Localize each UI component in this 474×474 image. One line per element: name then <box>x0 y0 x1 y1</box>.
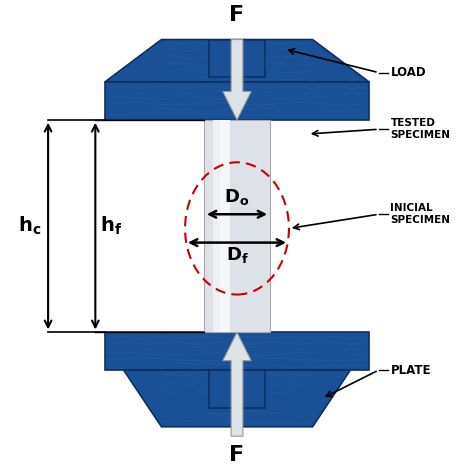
FancyArrow shape <box>223 332 251 436</box>
Circle shape <box>259 399 276 415</box>
Circle shape <box>281 347 298 365</box>
Circle shape <box>281 97 298 114</box>
Bar <box>105 332 369 370</box>
Circle shape <box>198 48 215 65</box>
Bar <box>105 82 369 120</box>
Text: $\mathbf{h_c}$: $\mathbf{h_c}$ <box>18 215 41 237</box>
FancyArrow shape <box>223 39 251 120</box>
Polygon shape <box>105 39 369 82</box>
Text: TESTED
SPECIMEN: TESTED SPECIMEN <box>391 118 450 140</box>
Text: F: F <box>229 5 245 26</box>
Text: $\mathbf{D_f}$: $\mathbf{D_f}$ <box>226 245 248 265</box>
Bar <box>220 120 230 332</box>
Text: LOAD: LOAD <box>391 66 426 79</box>
Circle shape <box>176 339 193 356</box>
Bar <box>204 120 270 332</box>
Circle shape <box>176 89 193 106</box>
Bar <box>213 120 228 332</box>
Text: $\mathbf{D_o}$: $\mathbf{D_o}$ <box>224 187 250 207</box>
Polygon shape <box>124 370 350 427</box>
Text: PLATE: PLATE <box>391 364 431 377</box>
Bar <box>209 39 265 77</box>
Text: F: F <box>229 445 245 465</box>
Circle shape <box>259 59 276 76</box>
Bar <box>209 370 265 408</box>
Text: $\mathbf{h_f}$: $\mathbf{h_f}$ <box>100 215 122 237</box>
Text: INICIAL
SPECIMEN: INICIAL SPECIMEN <box>391 203 450 226</box>
Circle shape <box>198 384 215 401</box>
